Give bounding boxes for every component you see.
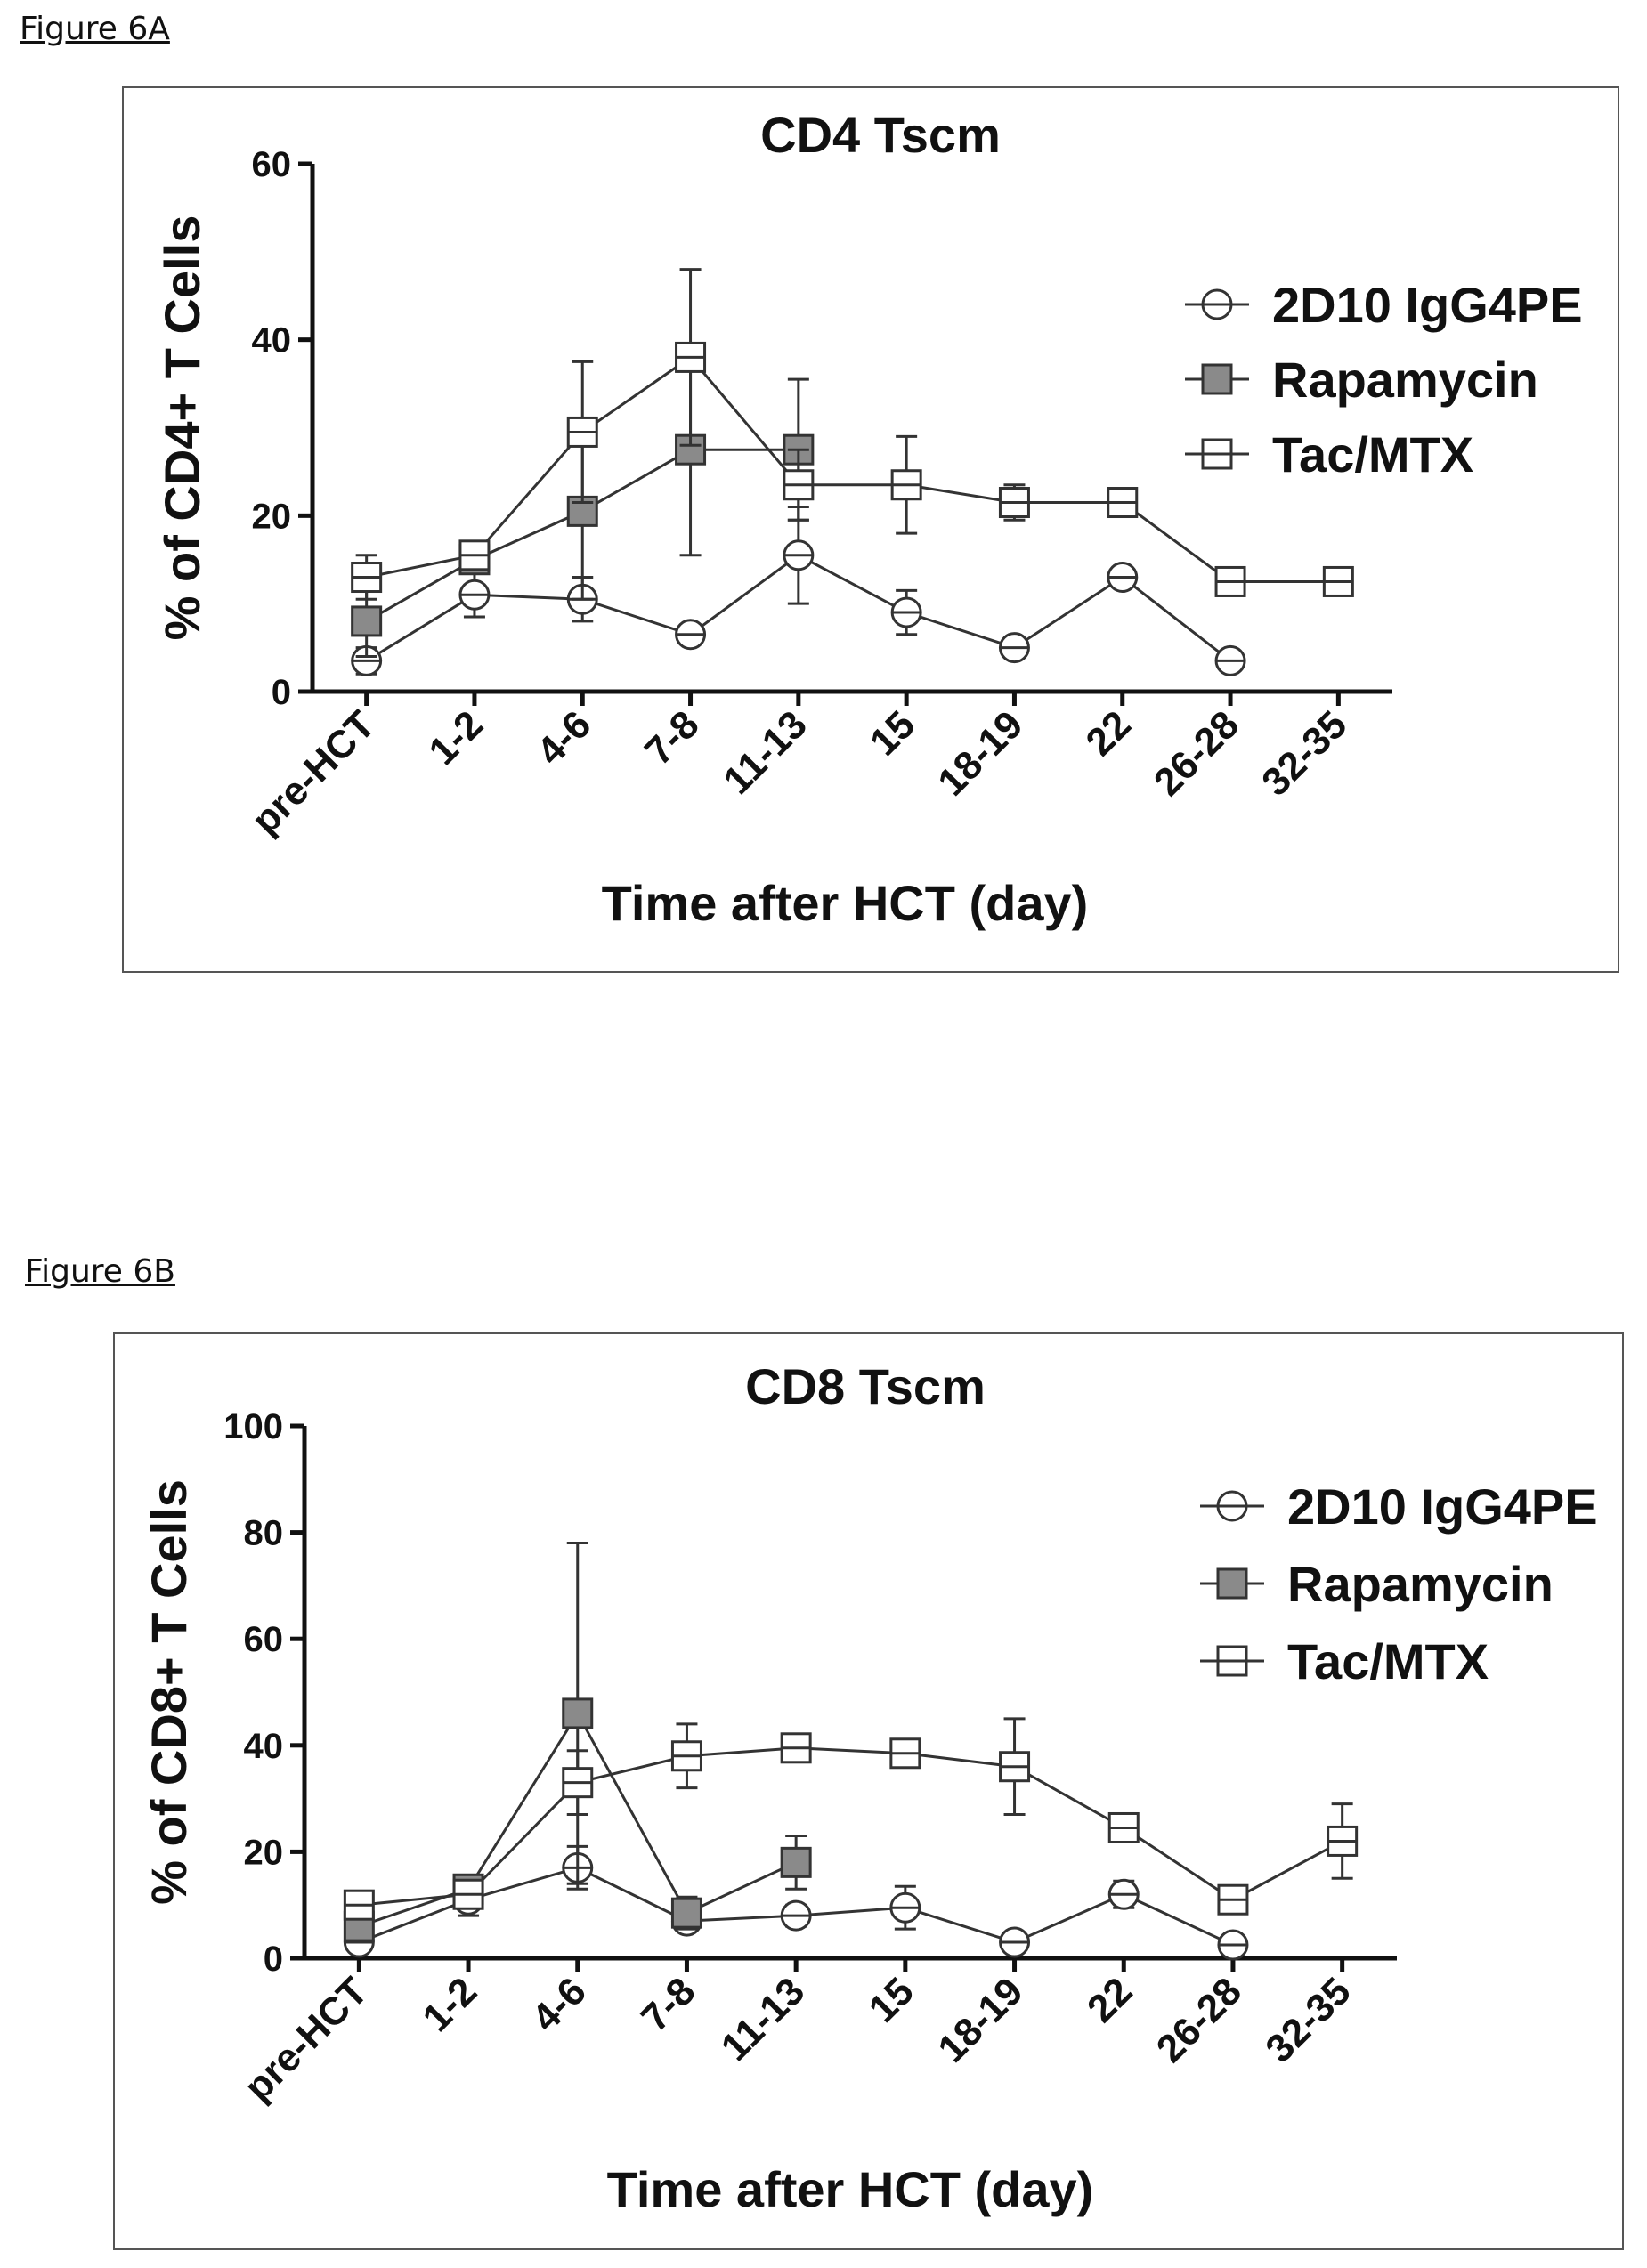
legend-marker: [1203, 365, 1231, 393]
x-tick-label: 22: [1078, 702, 1140, 764]
chart-title: CD8 Tscm: [745, 1358, 986, 1414]
y-axis-label: % of CD4+ T Cells: [154, 215, 210, 641]
x-tick-label: 4-6: [529, 702, 600, 774]
legend-entry: Rapamycin: [1185, 352, 1538, 408]
x-tick-label: 32-35: [1257, 1969, 1359, 2070]
figure-6b-label: Figure 6B: [25, 1253, 175, 1290]
y-tick-label: 80: [244, 1514, 284, 1553]
y-tick-label: 100: [223, 1407, 283, 1446]
legend-label: 2D10 IgG4PE: [1287, 1478, 1598, 1535]
x-tick-label: 22: [1079, 1969, 1140, 2030]
x-tick-label: 15: [861, 1969, 922, 2030]
x-tick-label: 26-28: [1148, 1969, 1250, 2070]
legend-entry: Tac/MTX: [1185, 426, 1473, 482]
chart-title: CD4 Tscm: [760, 107, 1001, 163]
legend-label: Tac/MTX: [1272, 426, 1473, 482]
x-tick-label: 7-8: [637, 702, 708, 774]
x-tick-label: 7-8: [633, 1969, 704, 2040]
x-tick-label: pre-HCT: [236, 1969, 376, 2109]
x-tick-label: 1-2: [420, 702, 491, 774]
series-tac-mtx: [353, 270, 1353, 600]
y-tick-label: 0: [272, 673, 291, 712]
data-point: [353, 607, 381, 636]
series-2d10-igg4pe: [353, 506, 1245, 675]
legend-marker: [1218, 1569, 1246, 1598]
legend-entry: Rapamycin: [1200, 1556, 1554, 1612]
y-tick-label: 60: [252, 145, 292, 184]
series-tac-mtx: [345, 1719, 1356, 1919]
y-axis-label: % of CD8+ T Cells: [141, 1479, 197, 1905]
legend-entry: 2D10 IgG4PE: [1185, 277, 1583, 333]
series-rapamycin: [345, 1543, 810, 1943]
series-line: [367, 357, 1339, 581]
cd8-chart-panel: CD8 Tscm 0 20 40 60 80 100 pre-HCT 1-2 4-6 7-8 11-1…: [113, 1332, 1624, 2250]
cd8-chart: CD8 Tscm 0 20 40 60 80 100 pre-HCT 1-2 4-6 7-8 11-1…: [115, 1334, 1622, 2248]
figure-6a-label: Figure 6A: [20, 11, 170, 47]
legend-label: Rapamycin: [1272, 352, 1538, 408]
y-tick-label: 60: [244, 1620, 284, 1659]
legend-label: Rapamycin: [1287, 1556, 1554, 1612]
y-tick-label: 0: [264, 1940, 283, 1979]
x-tick-label: 32-35: [1254, 702, 1355, 804]
legend-label: 2D10 IgG4PE: [1272, 277, 1583, 333]
x-tick-label: pre-HCT: [243, 702, 383, 842]
cd4-chart-panel: CD4 Tscm 0 20 40 60 pre-HCT 1-2 4-6 7-8 11-13 15 18…: [122, 86, 1619, 973]
data-point: [564, 1699, 592, 1728]
x-tick-label: 11-13: [713, 1969, 814, 2070]
y-tick-label: 20: [252, 497, 292, 536]
x-tick-label: 11-13: [715, 702, 815, 803]
y-tick-label: 40: [252, 321, 292, 360]
x-axis-label: Time after HCT (day): [607, 2161, 1094, 2217]
x-tick-label: 26-28: [1146, 702, 1247, 804]
x-tick-label: 1-2: [415, 1969, 486, 2040]
legend-entry: 2D10 IgG4PE: [1200, 1478, 1598, 1535]
y-tick-label: 20: [244, 1833, 284, 1872]
legend-label: Tac/MTX: [1287, 1633, 1489, 1689]
y-tick-label: 40: [244, 1727, 284, 1766]
x-tick-label: 15: [862, 702, 923, 764]
x-tick-label: 18-19: [929, 702, 1031, 804]
x-tick-label: 18-19: [929, 1969, 1031, 2070]
cd4-chart: CD4 Tscm 0 20 40 60 pre-HCT 1-2 4-6 7-8 11-13 15 18…: [124, 88, 1618, 971]
legend-entry: Tac/MTX: [1200, 1633, 1489, 1689]
data-point: [782, 1848, 810, 1876]
x-axis-label: Time after HCT (day): [602, 875, 1089, 931]
x-tick-label: 4-6: [523, 1969, 595, 2040]
data-point: [672, 1899, 701, 1927]
